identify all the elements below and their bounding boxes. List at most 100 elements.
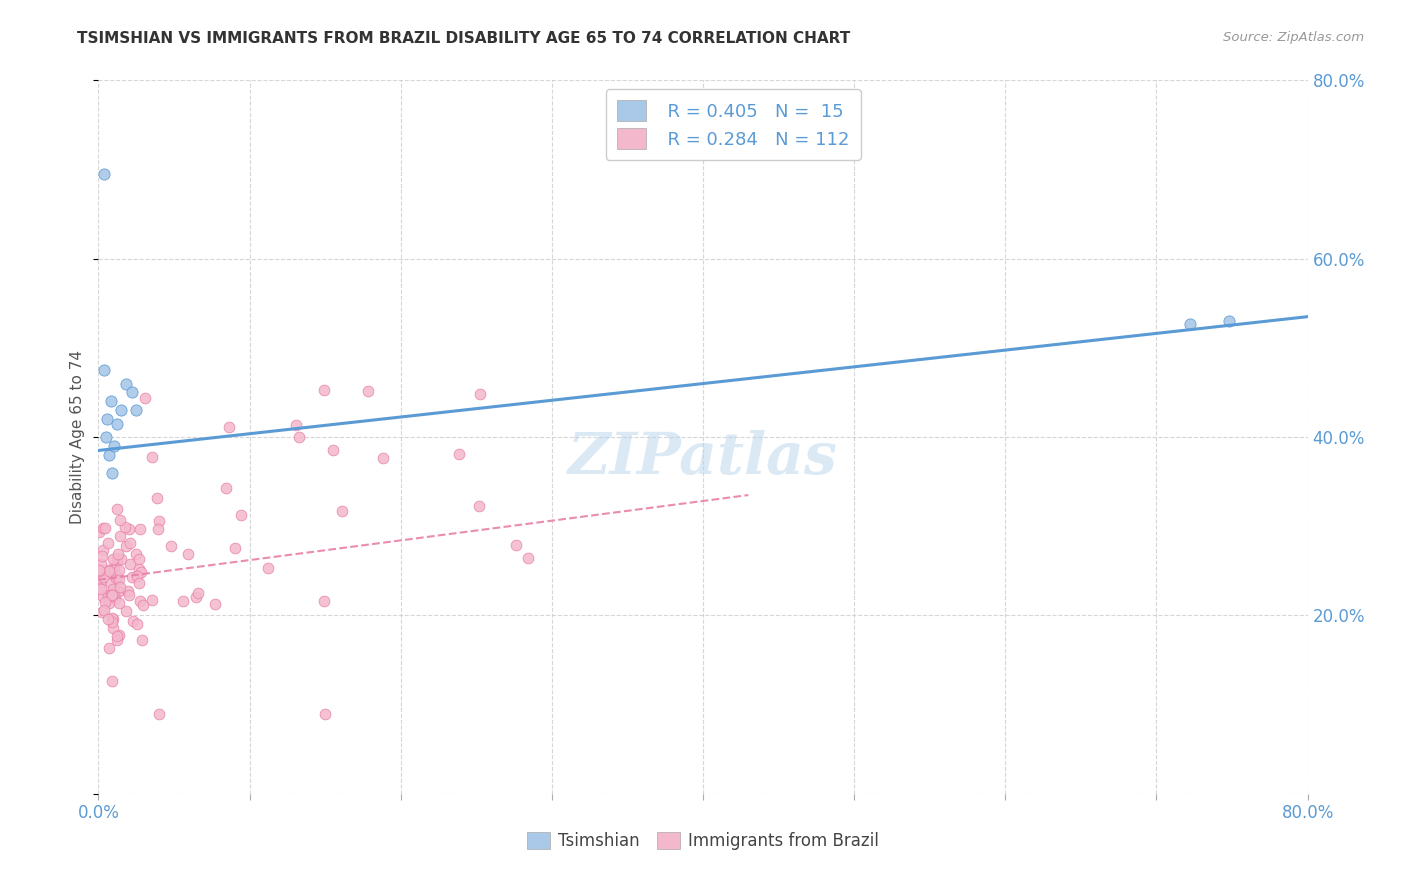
Point bbox=[122, 614, 145, 628]
Point bbox=[91, 590, 114, 604]
Point bbox=[93, 167, 115, 181]
Point bbox=[115, 539, 138, 553]
Point bbox=[93, 521, 115, 535]
Point bbox=[449, 447, 471, 461]
Point bbox=[141, 593, 163, 607]
Point bbox=[108, 513, 131, 527]
Point bbox=[107, 628, 129, 642]
Point bbox=[87, 563, 110, 577]
Point bbox=[105, 554, 128, 568]
Point bbox=[97, 563, 120, 577]
Point bbox=[105, 501, 128, 516]
Point bbox=[115, 604, 138, 618]
Point bbox=[128, 552, 150, 566]
Point bbox=[96, 412, 118, 426]
Point bbox=[98, 448, 121, 462]
Text: TSIMSHIAN VS IMMIGRANTS FROM BRAZIL DISABILITY AGE 65 TO 74 CORRELATION CHART: TSIMSHIAN VS IMMIGRANTS FROM BRAZIL DISA… bbox=[77, 31, 851, 46]
Point bbox=[105, 569, 128, 583]
Point bbox=[121, 569, 143, 583]
Point bbox=[114, 376, 136, 391]
Point bbox=[1178, 317, 1201, 331]
Point bbox=[105, 571, 128, 585]
Point bbox=[101, 466, 124, 480]
Point bbox=[128, 562, 150, 576]
Point bbox=[148, 706, 170, 721]
Point bbox=[100, 615, 122, 630]
Point bbox=[107, 547, 129, 561]
Point bbox=[93, 603, 115, 617]
Point bbox=[87, 524, 110, 539]
Point bbox=[107, 596, 129, 610]
Point bbox=[90, 566, 112, 580]
Point bbox=[1218, 314, 1240, 328]
Point bbox=[105, 629, 128, 643]
Point bbox=[97, 588, 120, 602]
Point bbox=[204, 597, 226, 611]
Point bbox=[125, 403, 148, 417]
Point bbox=[100, 673, 122, 688]
Point bbox=[110, 403, 132, 417]
Point bbox=[103, 439, 125, 453]
Point bbox=[110, 581, 132, 595]
Point bbox=[87, 564, 110, 578]
Point bbox=[128, 522, 150, 536]
Point bbox=[224, 541, 246, 555]
Point bbox=[131, 633, 153, 648]
Point bbox=[105, 417, 128, 431]
Point bbox=[97, 591, 120, 605]
Point bbox=[90, 558, 112, 572]
Point bbox=[94, 430, 117, 444]
Point bbox=[101, 588, 124, 602]
Point bbox=[108, 584, 131, 599]
Point bbox=[159, 539, 181, 553]
Point bbox=[468, 499, 491, 513]
Y-axis label: Disability Age 65 to 74: Disability Age 65 to 74 bbox=[70, 350, 86, 524]
Point bbox=[215, 481, 238, 495]
Point bbox=[468, 387, 491, 401]
Text: Source: ZipAtlas.com: Source: ZipAtlas.com bbox=[1223, 31, 1364, 45]
Point bbox=[322, 442, 344, 457]
Point bbox=[103, 587, 125, 601]
Point bbox=[103, 612, 125, 626]
Legend: Tsimshian, Immigrants from Brazil: Tsimshian, Immigrants from Brazil bbox=[520, 825, 886, 857]
Point bbox=[288, 430, 311, 444]
Point bbox=[97, 536, 120, 550]
Point bbox=[110, 552, 132, 566]
Point bbox=[101, 589, 124, 603]
Point bbox=[117, 584, 139, 599]
Point bbox=[314, 384, 336, 398]
Point bbox=[129, 594, 152, 608]
Point bbox=[118, 557, 141, 571]
Point bbox=[177, 547, 200, 561]
Point bbox=[100, 611, 122, 625]
Point bbox=[108, 564, 131, 578]
Point bbox=[98, 591, 121, 606]
Point bbox=[104, 592, 127, 607]
Point bbox=[107, 572, 129, 586]
Point bbox=[108, 528, 131, 542]
Point bbox=[129, 565, 152, 579]
Point bbox=[97, 564, 120, 578]
Point bbox=[373, 450, 395, 465]
Point bbox=[90, 605, 112, 619]
Point bbox=[93, 595, 115, 609]
Point bbox=[90, 549, 112, 563]
Point bbox=[105, 551, 128, 566]
Point bbox=[103, 563, 125, 577]
Point bbox=[100, 588, 122, 602]
Text: ZIPatlas: ZIPatlas bbox=[568, 430, 838, 487]
Point bbox=[114, 520, 136, 534]
Point bbox=[141, 450, 163, 464]
Point bbox=[97, 611, 120, 625]
Point bbox=[101, 621, 124, 635]
Point bbox=[120, 536, 142, 550]
Point bbox=[146, 491, 169, 505]
Point bbox=[118, 588, 141, 602]
Point bbox=[517, 551, 540, 566]
Point bbox=[89, 574, 111, 589]
Point bbox=[125, 568, 148, 582]
Point bbox=[103, 560, 125, 574]
Point bbox=[132, 599, 155, 613]
Point bbox=[105, 633, 128, 648]
Point bbox=[91, 569, 114, 583]
